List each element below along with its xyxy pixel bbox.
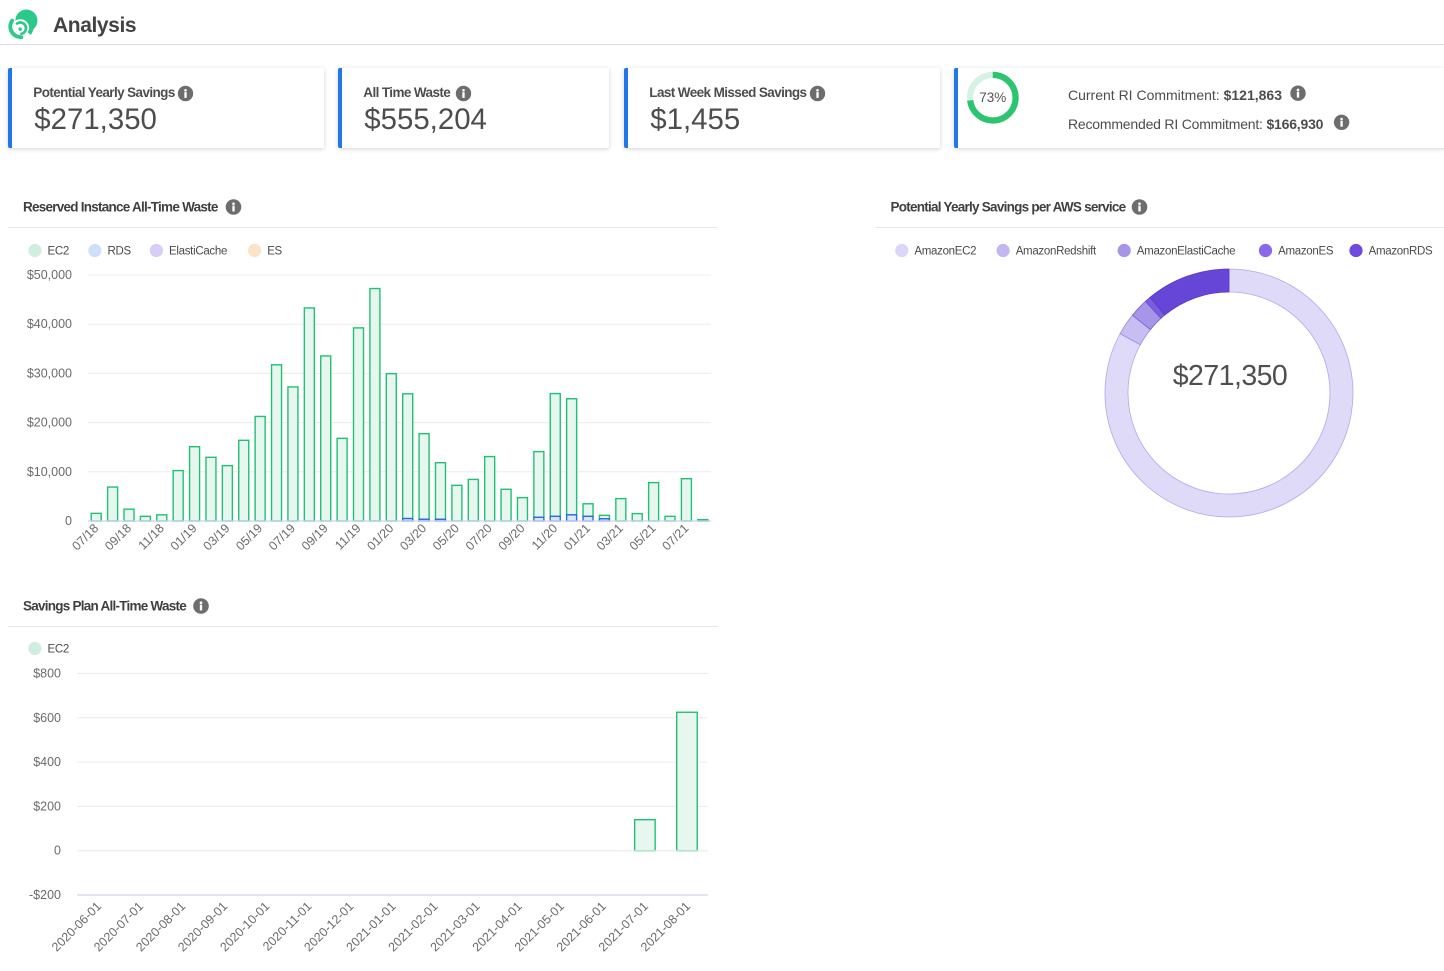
svg-text:Potential Yearly Savings per A: Potential Yearly Savings per AWS service [891,200,1127,215]
svg-text:$400: $400 [33,755,61,769]
svg-text:$40,000: $40,000 [27,317,72,331]
svg-text:-$200: -$200 [29,888,61,902]
svg-text:AmazonRDS: AmazonRDS [1369,246,1433,258]
svg-text:Savings Plan All-Time Waste: Savings Plan All-Time Waste [23,599,187,614]
svg-text:$271,350: $271,350 [1173,360,1287,392]
svg-text:0: 0 [65,514,72,528]
svg-text:EC2: EC2 [48,644,69,656]
svg-text:$20,000: $20,000 [27,416,72,430]
svg-text:EC2: EC2 [48,246,69,258]
svg-text:$10,000: $10,000 [27,465,72,479]
svg-text:$50,000: $50,000 [27,268,72,282]
svg-text:0: 0 [54,844,61,858]
svg-text:AmazonRedshift: AmazonRedshift [1016,246,1097,258]
svg-text:AmazonEC2: AmazonEC2 [914,246,976,258]
svg-text:$200: $200 [33,799,61,813]
svg-text:$600: $600 [33,711,61,725]
svg-text:Reserved Instance All-Time Was: Reserved Instance All-Time Waste [23,200,219,215]
svg-text:$800: $800 [33,667,61,681]
svg-text:AmazonES: AmazonES [1278,246,1334,258]
svg-text:ElastiCache: ElastiCache [169,246,227,258]
svg-text:RDS: RDS [108,246,132,258]
svg-text:AmazonElastiCache: AmazonElastiCache [1137,246,1235,258]
svg-text:ES: ES [267,246,282,258]
svg-text:$30,000: $30,000 [27,366,72,380]
svg-text:73%: 73% [979,90,1006,105]
